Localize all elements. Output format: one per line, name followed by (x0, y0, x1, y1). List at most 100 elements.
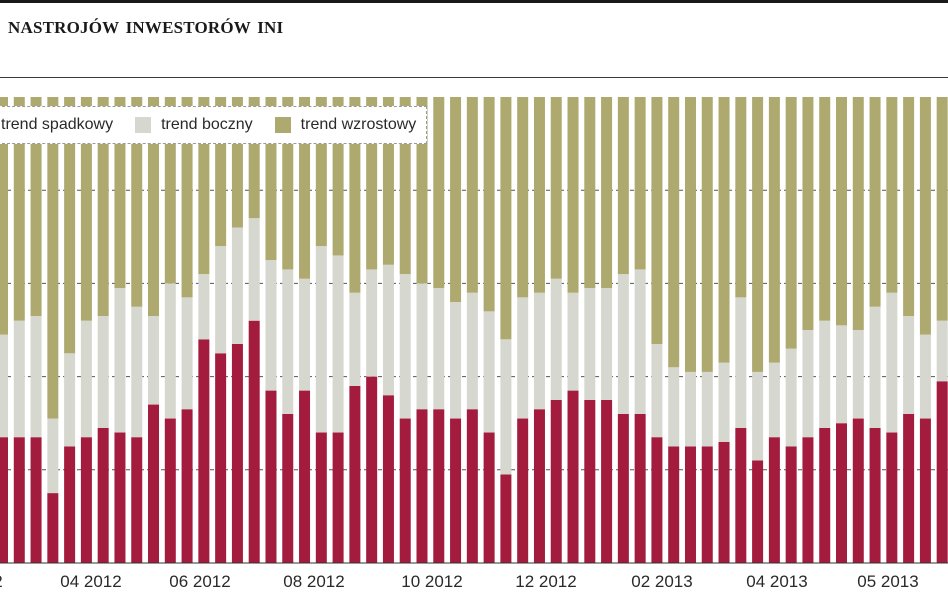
bar-series0-47 (785, 446, 797, 563)
bar-series0-40 (668, 446, 680, 563)
bar-series1-22 (366, 269, 378, 377)
bar-series1-47 (785, 348, 797, 447)
bar-series2-54 (903, 97, 915, 317)
bar-series1-19 (315, 246, 327, 433)
bar-series2-11 (181, 97, 193, 298)
bar-series2-30 (500, 97, 512, 340)
bar-series2-7 (114, 97, 126, 289)
bar-series2-24 (399, 97, 411, 275)
bar-series0-44 (735, 427, 747, 563)
bar-series2-37 (617, 97, 629, 275)
bar-series0-5 (80, 437, 92, 563)
bar-series1-46 (768, 362, 780, 438)
bar-series0-20 (332, 432, 344, 563)
bar-series1-13 (215, 246, 227, 354)
bar-series2-52 (869, 97, 881, 307)
bar-series2-48 (802, 97, 814, 330)
bar-series2-56 (936, 97, 948, 321)
legend-swatch-1 (135, 117, 152, 133)
bar-series0-4 (64, 446, 76, 563)
bar-series0-3 (47, 493, 59, 563)
bar-series1-24 (399, 274, 411, 419)
top-rule (0, 0, 948, 3)
x-tick-label-3: 08 2012 (283, 572, 344, 591)
legend-label-1: trend boczny (161, 116, 253, 133)
bar-series2-46 (768, 97, 780, 363)
bar-series2-53 (886, 97, 898, 293)
chart-title: NASTROJÓW INWESTORÓW INI (8, 13, 283, 40)
chart-title-text: NASTROJÓW INWESTORÓW INI (8, 13, 284, 39)
bar-series1-39 (651, 343, 663, 438)
bar-series0-1 (13, 437, 25, 563)
bar-series0-56 (936, 381, 948, 563)
bar-series1-15 (248, 218, 260, 321)
bar-series0-16 (265, 390, 277, 563)
bar-series0-22 (366, 376, 378, 563)
bar-series2-41 (684, 97, 696, 372)
legend-swatch-2 (274, 117, 291, 133)
bar-series1-23 (382, 264, 394, 396)
bar-series0-15 (248, 320, 260, 563)
bar-series1-36 (601, 288, 613, 400)
bar-series2-34 (567, 97, 579, 293)
bar-series2-21 (349, 97, 361, 293)
x-tick-label-0: 2 (0, 572, 3, 591)
bar-series2-27 (450, 97, 462, 303)
bar-series2-25 (416, 97, 428, 284)
bar-series0-37 (617, 413, 629, 563)
legend-item-0: trend spadkowy (1, 116, 113, 134)
bar-series0-39 (651, 437, 663, 563)
bar-series1-43 (718, 362, 730, 442)
x-tick-label-4: 10 2012 (401, 572, 462, 591)
bar-series1-10 (164, 283, 176, 419)
bar-series1-18 (299, 278, 311, 391)
bar-series0-29 (483, 432, 495, 563)
bar-series2-40 (668, 97, 680, 368)
bar-series2-18 (299, 97, 311, 279)
bar-series0-31 (517, 418, 529, 563)
bar-series0-23 (382, 395, 394, 563)
bar-series1-17 (282, 269, 294, 414)
bar-series1-34 (567, 292, 579, 391)
bar-series1-2 (30, 316, 42, 438)
bar-series2-32 (533, 97, 545, 293)
bar-series1-28 (466, 292, 478, 410)
bar-series1-52 (869, 306, 881, 428)
bar-series2-2 (30, 97, 42, 317)
bar-series0-49 (819, 427, 831, 563)
bar-series1-4 (64, 353, 76, 447)
bar-series0-24 (399, 418, 411, 563)
bar-series1-55 (919, 334, 931, 419)
bar-series2-17 (282, 97, 294, 270)
bar-series1-38 (634, 269, 646, 414)
bar-series0-55 (919, 418, 931, 563)
bar-series1-40 (668, 367, 680, 447)
bar-series0-51 (852, 418, 864, 563)
bar-series2-39 (651, 97, 663, 344)
legend-label-0: trend spadkowy (1, 116, 114, 133)
bar-series1-51 (852, 330, 864, 419)
bar-series1-5 (80, 320, 92, 438)
bar-series2-23 (382, 97, 394, 265)
bar-series2-22 (366, 97, 378, 270)
bar-series0-53 (886, 432, 898, 563)
bar-series1-45 (752, 371, 764, 461)
bar-series0-0 (0, 437, 8, 563)
bar-series2-43 (718, 97, 730, 363)
bar-series2-29 (483, 97, 495, 312)
bar-series0-21 (349, 385, 361, 563)
bar-series0-8 (131, 437, 143, 563)
x-tick-label-7: 04 2013 (746, 572, 807, 591)
bar-series1-3 (47, 418, 59, 494)
bar-series2-19 (315, 97, 327, 247)
bar-series0-13 (215, 353, 227, 563)
bar-series1-14 (231, 227, 243, 344)
bar-series1-25 (416, 283, 428, 410)
bar-series1-30 (500, 339, 512, 475)
bar-series2-3 (47, 97, 59, 419)
legend-item-1: trend boczny (135, 116, 253, 134)
x-tick-label-8: 05 2013 (857, 572, 918, 591)
bar-series1-31 (517, 297, 529, 419)
bar-series1-21 (349, 292, 361, 386)
legend-label-2: trend wzrostowy (300, 116, 417, 133)
